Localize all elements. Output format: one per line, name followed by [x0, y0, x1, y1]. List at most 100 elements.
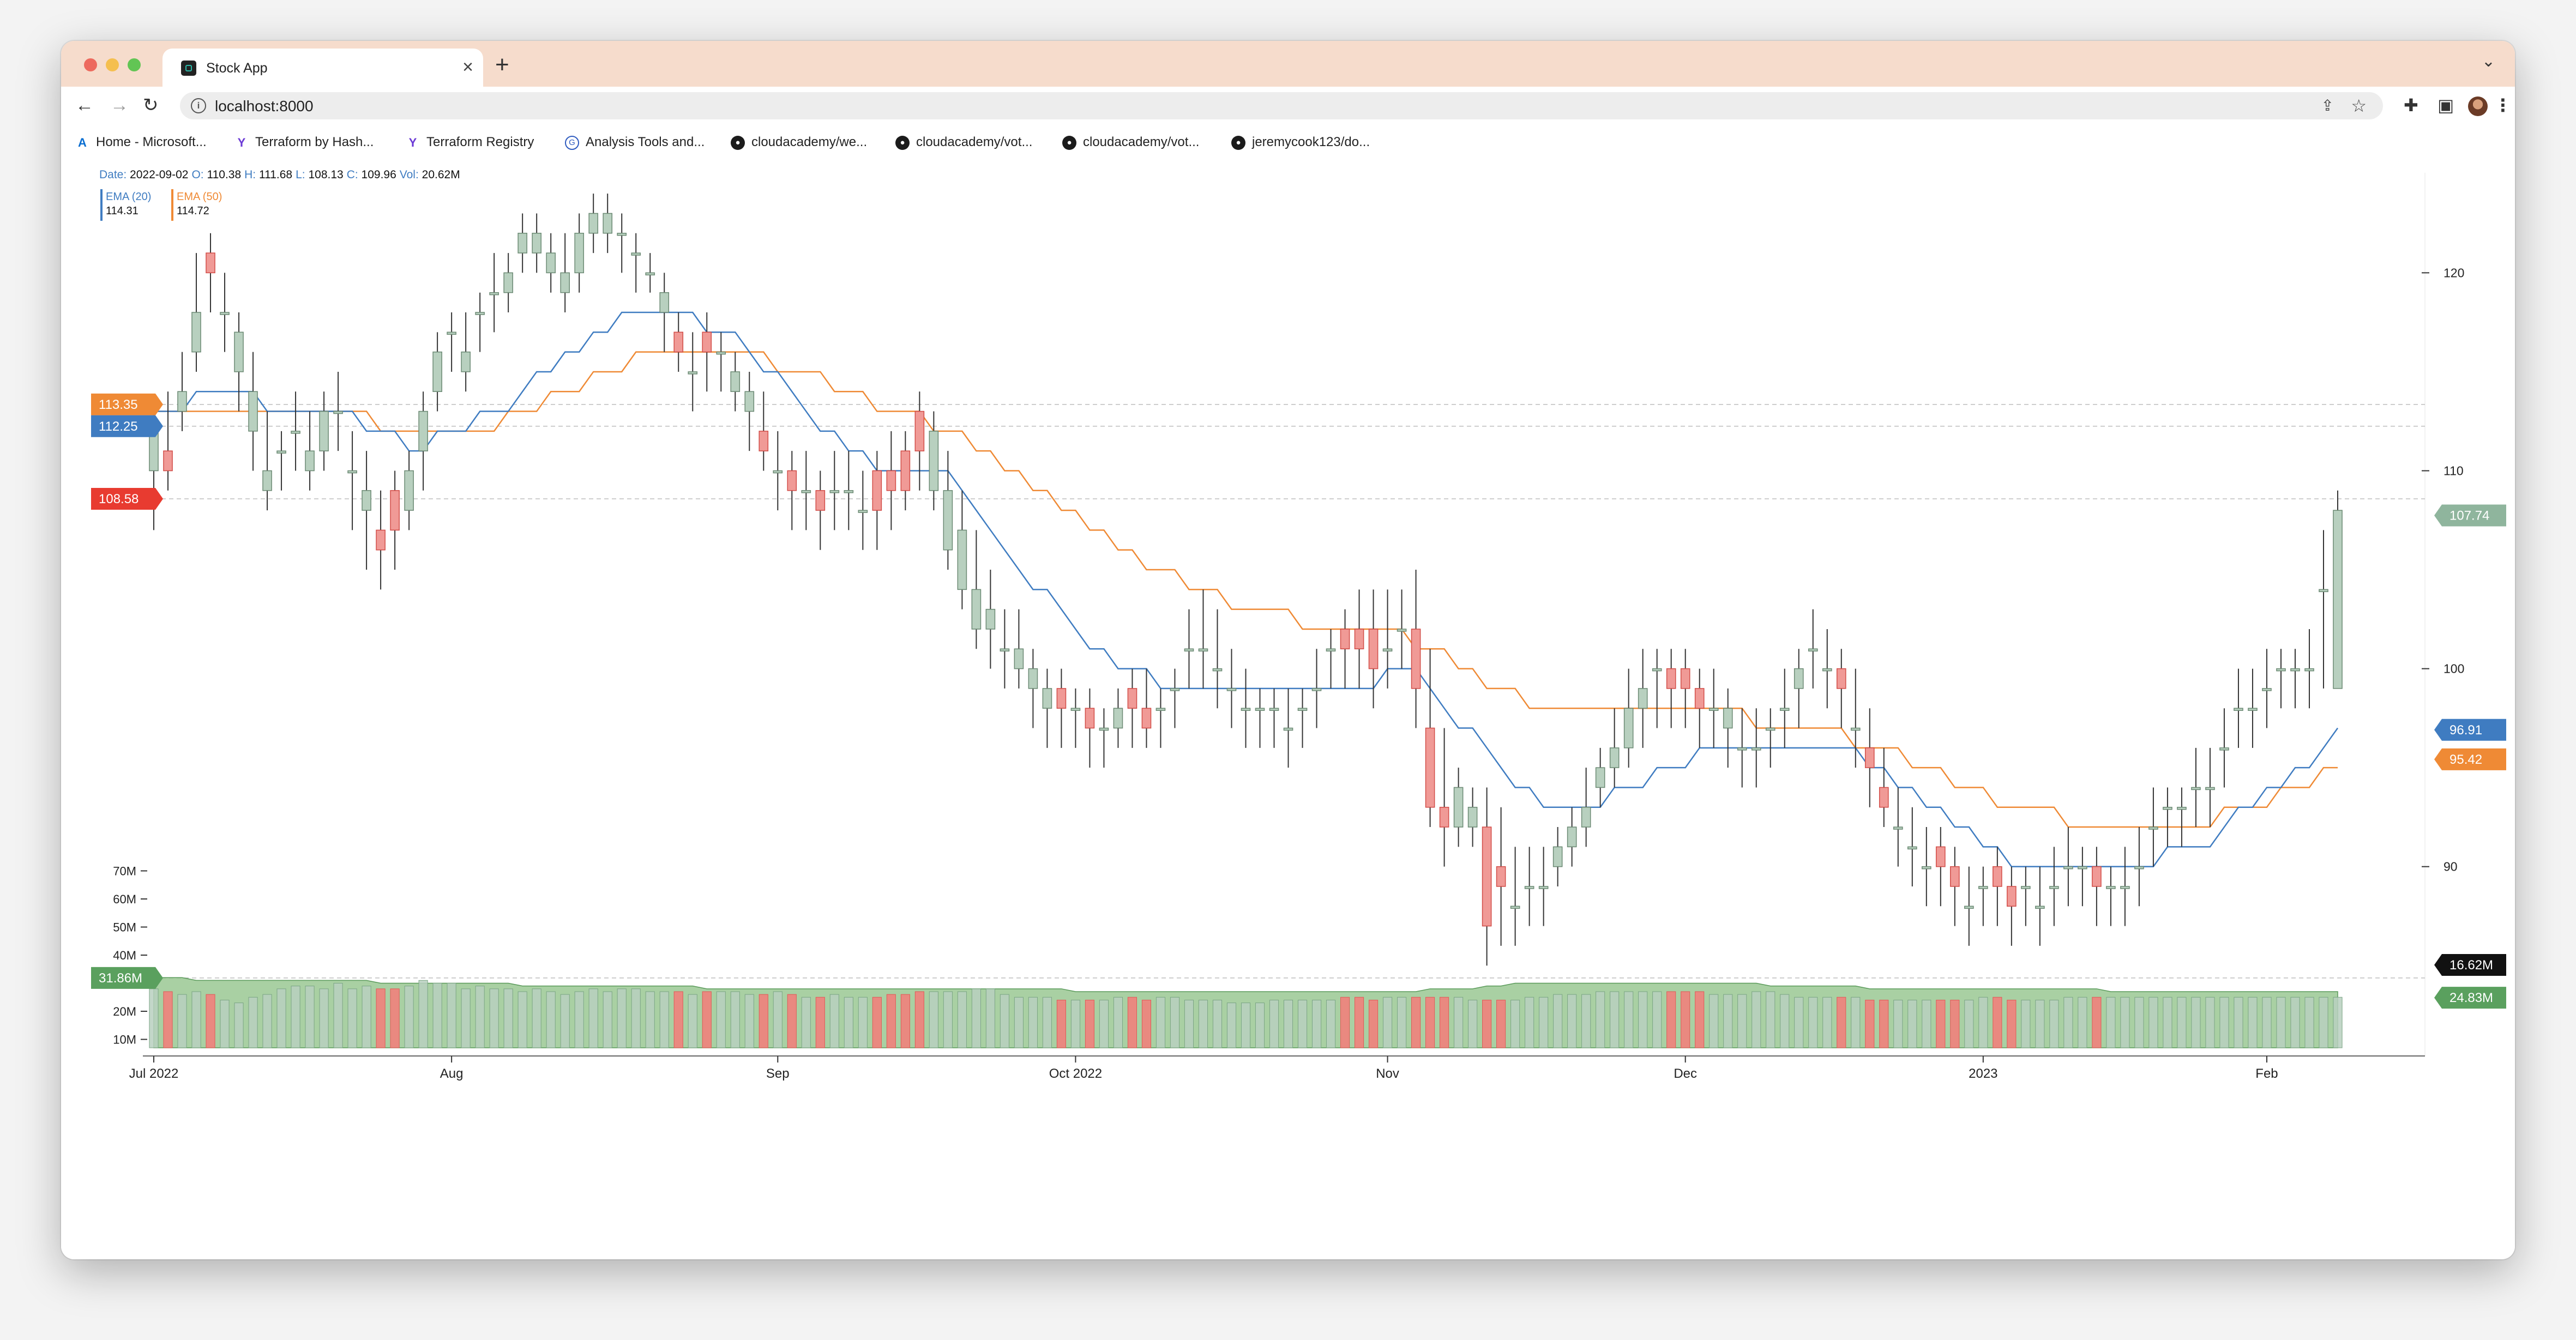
candle[interactable]	[1354, 629, 1364, 650]
volume-bar[interactable]	[631, 988, 641, 1048]
volume-bar[interactable]	[517, 991, 527, 1048]
bookmark-item[interactable]: ● cloudacademy/we...	[731, 135, 867, 152]
candle[interactable]	[2078, 866, 2087, 870]
candle[interactable]	[2134, 866, 2144, 870]
candle[interactable]	[475, 312, 485, 315]
candle[interactable]	[1978, 886, 1988, 889]
bookmark-item[interactable]: ● jeremycook123/do...	[1231, 135, 1370, 152]
candle[interactable]	[489, 292, 499, 295]
candle[interactable]	[1510, 906, 1520, 909]
bookmark-item[interactable]: A Home - Microsoft...	[75, 135, 207, 152]
volume-bar[interactable]	[206, 994, 215, 1048]
volume-bar[interactable]	[1567, 994, 1577, 1048]
candle[interactable]	[1028, 668, 1038, 689]
candle[interactable]	[2007, 886, 2017, 907]
candle[interactable]	[1893, 826, 1903, 830]
volume-bar[interactable]	[2021, 999, 2031, 1048]
volume-bar[interactable]	[1893, 999, 1903, 1048]
candle[interactable]	[1241, 708, 1251, 711]
volume-bar[interactable]	[1638, 991, 1648, 1048]
candle[interactable]	[2333, 510, 2343, 689]
candle[interactable]	[177, 391, 187, 412]
candle[interactable]	[2191, 787, 2201, 790]
volume-bar[interactable]	[475, 986, 485, 1048]
back-arrow-icon[interactable]: ←	[75, 95, 94, 116]
side-panel-icon[interactable]: ▣	[2437, 95, 2454, 115]
candle[interactable]	[1113, 708, 1123, 729]
volume-bar[interactable]	[2092, 997, 2102, 1048]
candle[interactable]	[2262, 688, 2272, 691]
volume-bar[interactable]	[1553, 994, 1563, 1048]
volume-bar[interactable]	[2276, 997, 2286, 1048]
reload-icon[interactable]: ↻	[143, 95, 159, 116]
volume-bar[interactable]	[2234, 997, 2243, 1048]
volume-bar[interactable]	[1411, 997, 1421, 1048]
volume-bar[interactable]	[2007, 999, 2017, 1048]
volume-bar[interactable]	[1709, 994, 1719, 1048]
volume-bar[interactable]	[447, 983, 456, 1048]
candle[interactable]	[163, 450, 173, 472]
volume-bar[interactable]	[276, 988, 286, 1048]
volume-bar[interactable]	[1922, 999, 1931, 1048]
volume-bar[interactable]	[2290, 997, 2300, 1048]
extensions-puzzle-icon[interactable]: ✚	[2404, 95, 2418, 115]
candle[interactable]	[744, 391, 755, 412]
candle[interactable]	[1042, 688, 1052, 709]
candle[interactable]	[1623, 708, 1634, 749]
volume-bar[interactable]	[1737, 994, 1747, 1048]
volume-bar[interactable]	[943, 991, 953, 1048]
bookmark-item[interactable]: G Analysis Tools and...	[565, 135, 705, 152]
tab-search-chevron-icon[interactable]: ⌄	[2481, 52, 2495, 70]
volume-bar[interactable]	[2035, 999, 2045, 1048]
candle[interactable]	[900, 450, 911, 491]
volume-bar[interactable]	[305, 986, 315, 1048]
candle[interactable]	[1595, 767, 1605, 788]
volume-bar[interactable]	[1978, 997, 1988, 1048]
volume-bar[interactable]	[1695, 991, 1705, 1048]
volume-bar[interactable]	[801, 997, 811, 1048]
volume-bar[interactable]	[759, 994, 768, 1048]
candle[interactable]	[1822, 668, 1832, 672]
candle[interactable]	[1311, 688, 1322, 691]
volume-bar[interactable]	[1666, 991, 1676, 1048]
volume-bar[interactable]	[1496, 999, 1506, 1048]
candle[interactable]	[1085, 708, 1095, 729]
candle[interactable]	[1552, 846, 1563, 867]
candle[interactable]	[503, 272, 513, 293]
candle[interactable]	[376, 529, 386, 551]
candle[interactable]	[1524, 886, 1534, 889]
volume-bar[interactable]	[1610, 991, 1620, 1048]
candle[interactable]	[2304, 668, 2314, 672]
tab-stock-app[interactable]: Stock App ×	[162, 49, 483, 87]
volume-bar[interactable]	[1000, 994, 1009, 1048]
volume-bar[interactable]	[929, 991, 938, 1048]
volume-bar[interactable]	[1212, 999, 1223, 1048]
volume-bar[interactable]	[773, 991, 783, 1048]
volume-bar[interactable]	[2163, 997, 2172, 1048]
volume-bar[interactable]	[659, 991, 669, 1048]
candle[interactable]	[2021, 886, 2031, 889]
candle[interactable]	[2290, 668, 2300, 672]
browser-menu-icon[interactable]: ⋮	[2494, 95, 2512, 115]
close-window-button[interactable]	[84, 58, 97, 71]
volume-bar[interactable]	[1907, 999, 1917, 1048]
volume-bar[interactable]	[688, 994, 697, 1048]
volume-bar[interactable]	[1198, 999, 1208, 1048]
candle[interactable]	[1326, 648, 1336, 652]
candle[interactable]	[1850, 727, 1861, 731]
candle[interactable]	[858, 510, 868, 513]
volume-bar[interactable]	[1340, 997, 1350, 1048]
volume-bar[interactable]	[362, 986, 371, 1048]
candle[interactable]	[517, 233, 527, 253]
candle[interactable]	[1993, 866, 2002, 887]
candle[interactable]	[1666, 668, 1676, 689]
candle[interactable]	[588, 213, 599, 234]
profile-avatar[interactable]	[2468, 96, 2488, 116]
candle[interactable]	[390, 490, 400, 531]
volume-bar[interactable]	[1652, 991, 1662, 1048]
volume-bar[interactable]	[2134, 997, 2144, 1048]
volume-bar[interactable]	[1170, 997, 1180, 1048]
candle[interactable]	[1609, 747, 1620, 768]
candle[interactable]	[262, 470, 272, 491]
bookmark-item[interactable]: ● cloudacademy/vot...	[895, 135, 1032, 152]
